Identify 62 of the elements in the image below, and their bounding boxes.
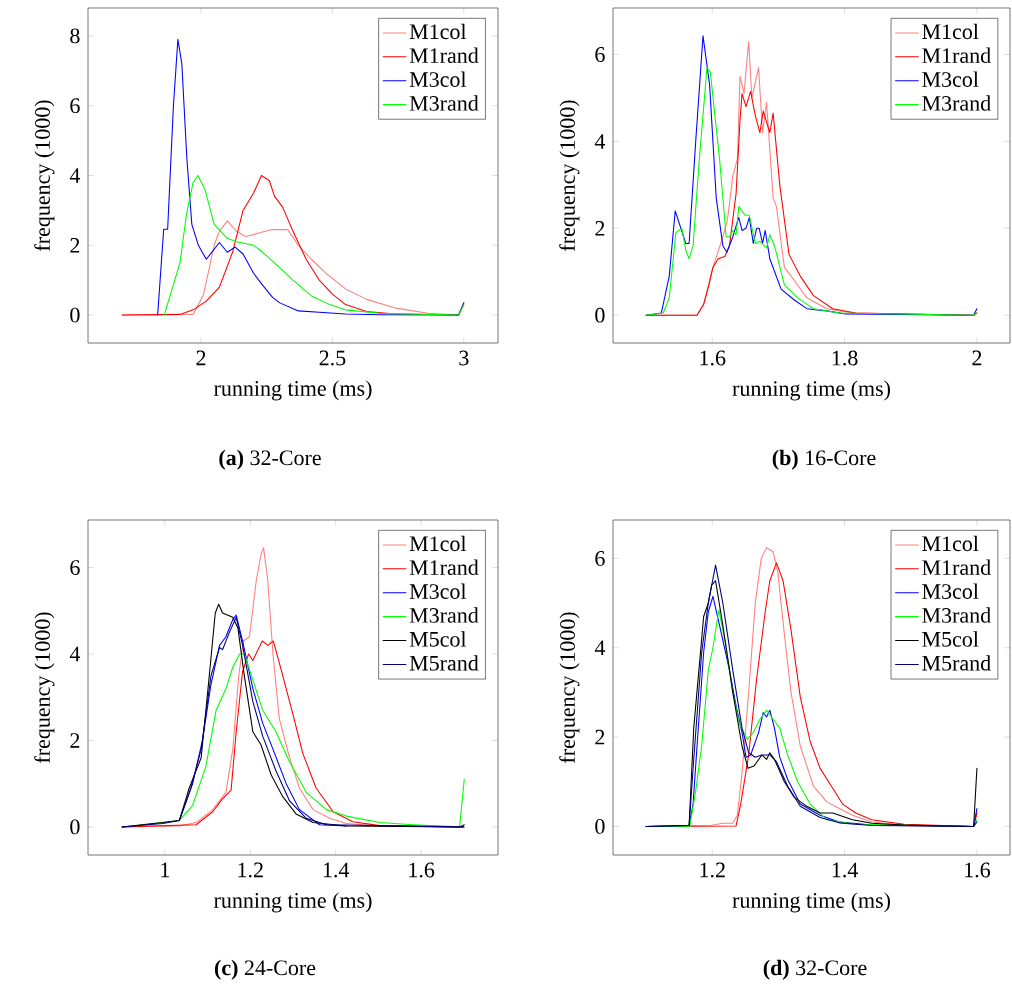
x-tick-label: 1.4 (832, 862, 859, 878)
text: (b) 16-Core (772, 449, 876, 470)
x-axis-title: running time (ms) (732, 380, 890, 401)
y-tick-label: 8 (70, 28, 80, 44)
y-axis-title: frequency (1000) (559, 100, 580, 251)
x-axis-title: running time (ms) (732, 892, 890, 913)
y-axis-title: frequency (1000) (34, 612, 55, 763)
legend-label: M3col (409, 583, 467, 599)
x-axis-title: running time (ms) (214, 380, 372, 401)
y-tick-label: 6 (70, 560, 80, 575)
y-tick-label: 6 (595, 551, 605, 566)
y-tick-label: 6 (595, 47, 605, 62)
y-tick-label: 4 (594, 134, 606, 149)
x-tick-label: 1.6 (700, 350, 726, 366)
y-tick-label: 4 (69, 168, 81, 183)
legend-label: M3rand (922, 95, 991, 111)
legend-label: M1rand (409, 559, 479, 576)
y-tick-label: 0 (595, 818, 605, 834)
x-tick-label: 1.4 (323, 862, 350, 878)
y-tick-label: 0 (595, 307, 605, 323)
y-tick-label: 0 (70, 307, 80, 323)
y-tick-label: 4 (69, 646, 81, 662)
legend-label: M3rand (409, 95, 479, 111)
x-tick-label: 1.2 (700, 862, 725, 878)
legend-label: M5col (922, 631, 979, 647)
text: (d) 32-Core (763, 959, 867, 980)
x-tick-label: 2 (196, 350, 206, 366)
legend-label: M1col (922, 23, 979, 40)
x-axis-title: running time (ms) (214, 892, 372, 913)
legend-label: M3rand (922, 607, 991, 623)
legend-label: M1col (409, 535, 467, 552)
x-tick-label: 1.6 (409, 862, 435, 878)
text: (c) 24-Core (214, 959, 316, 980)
x-tick-label: 1.2 (238, 862, 263, 878)
y-tick-label: 0 (70, 819, 80, 835)
x-tick-label: 2.5 (319, 350, 346, 366)
y-tick-label: 4 (594, 640, 606, 655)
y-tick-label: 2 (595, 221, 605, 236)
y-tick-label: 2 (70, 238, 80, 253)
y-axis-title: frequency (1000) (559, 612, 580, 763)
x-tick-label: 3 (459, 350, 469, 366)
legend-label: M1col (409, 23, 467, 40)
y-axis-title: frequency (1000) (34, 100, 55, 251)
legend-label: M5rand (922, 655, 991, 671)
legend-label: M5col (409, 631, 467, 647)
x-tick-label: 1 (161, 862, 170, 878)
y-tick-label: 6 (70, 98, 80, 114)
legend-label: M3rand (409, 607, 479, 623)
legend-label: M1col (922, 535, 979, 552)
legend-label: M3col (922, 71, 979, 87)
x-tick-label: 2 (972, 350, 982, 366)
legend-label: M1rand (922, 47, 991, 64)
legend-label: M1rand (922, 559, 991, 576)
legend-label: M5rand (409, 655, 479, 671)
text: (a) 32-Core (219, 449, 321, 470)
y-tick-label: 2 (595, 729, 605, 745)
x-tick-label: 1.6 (965, 862, 991, 878)
x-tick-label: 1.8 (832, 350, 858, 366)
y-tick-label: 2 (70, 733, 80, 748)
legend-label: M3col (922, 583, 979, 599)
legend-label: M1rand (409, 47, 479, 64)
legend-label: M3col (409, 71, 467, 87)
